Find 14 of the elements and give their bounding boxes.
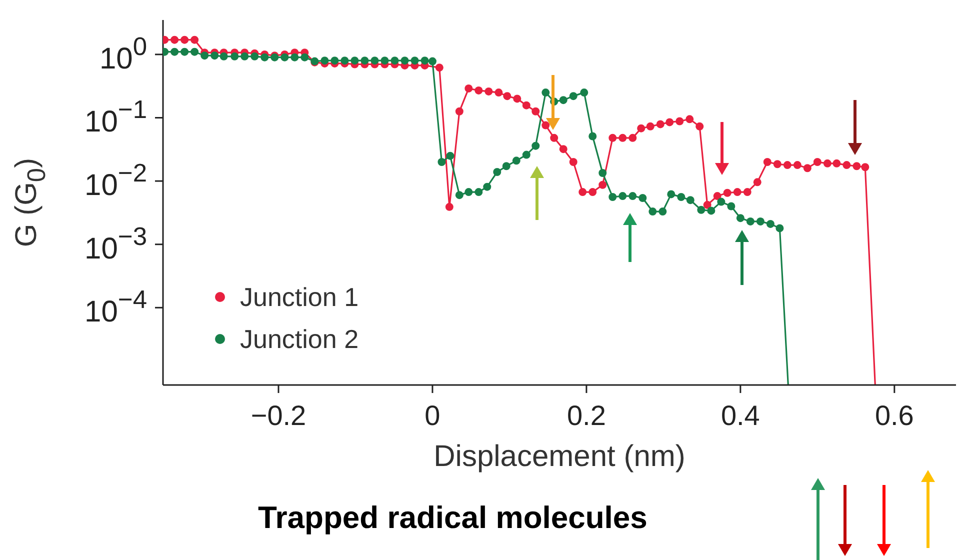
x-tick-label: −0.2: [250, 400, 306, 431]
y-tick-label: 10$^{−2}$: [84, 160, 147, 202]
x-tick-label: 0.4: [720, 400, 760, 431]
x-tick-label: 0.6: [874, 400, 914, 431]
legend-label: Junction 1: [240, 281, 359, 314]
y-tick-label: 10$^{−3}$: [84, 222, 147, 266]
y-tick-label: 10$^{−1}$: [84, 96, 147, 139]
text: Trapped radical molecules: [258, 500, 648, 536]
legend-label: Junction 2: [240, 323, 359, 356]
y-tick-label: 10$^{−4}$: [84, 286, 147, 329]
x-tick-label: 0.2: [566, 400, 606, 431]
x-axis-title: Displacement (nm): [434, 440, 686, 473]
x-tick-label: 0: [424, 400, 440, 431]
y-tick-label: 10$^{0}$: [99, 32, 147, 76]
